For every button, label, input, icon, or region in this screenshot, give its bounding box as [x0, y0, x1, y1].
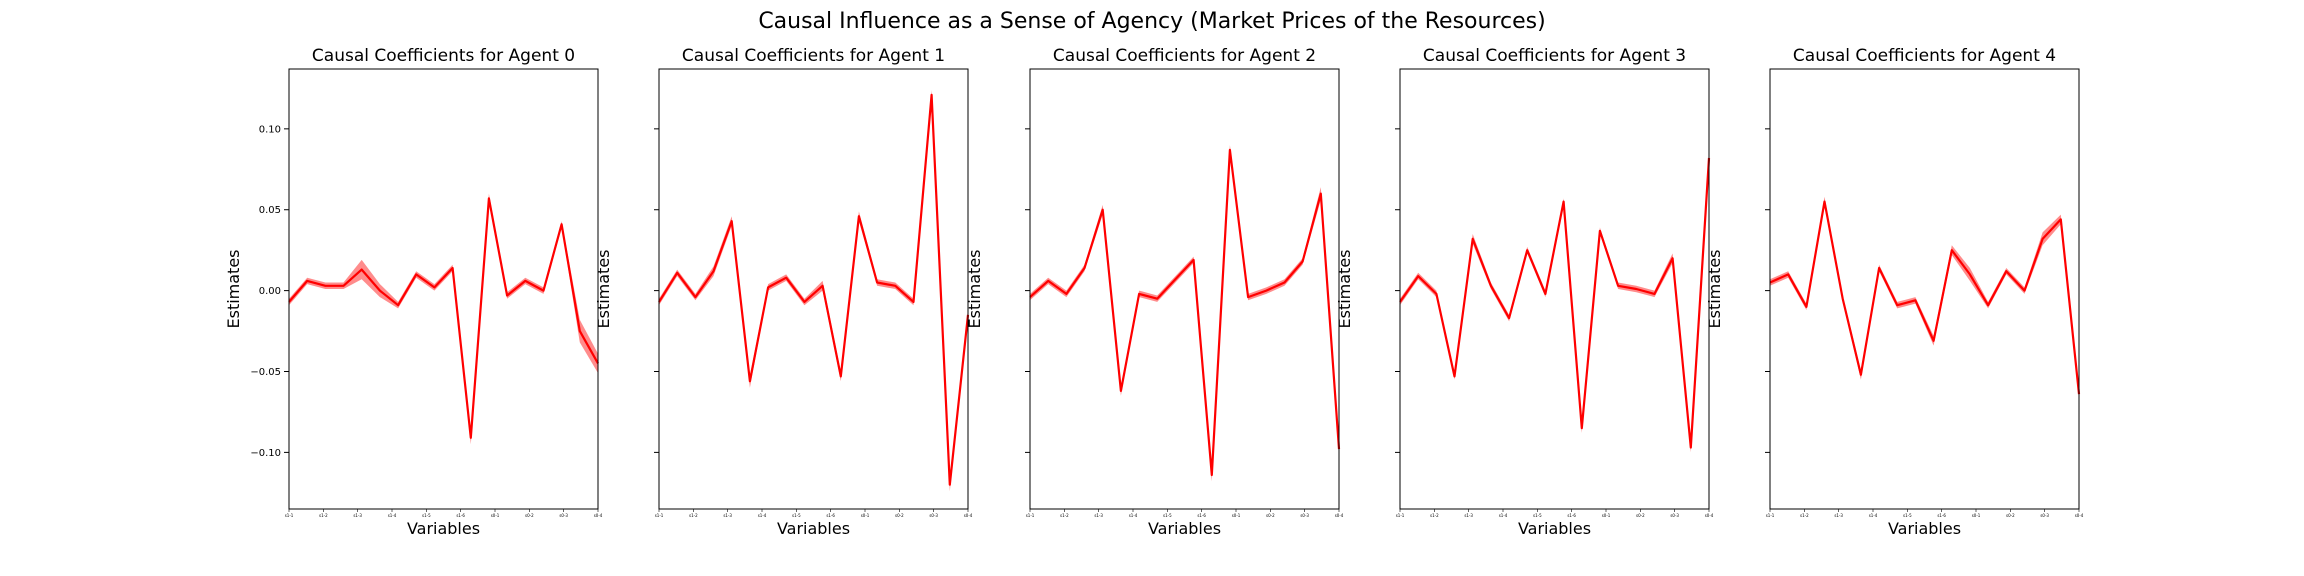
- x-tick-label: s0-4: [1705, 513, 1714, 518]
- x-tick-label: s1-3: [1464, 513, 1473, 518]
- x-tick-label: s0-4: [964, 513, 973, 518]
- axes-frame: [1399, 68, 1710, 510]
- x-axis-label: Variables: [777, 519, 850, 538]
- y-tick-label: 0.10: [259, 124, 281, 135]
- axes-frame: [1029, 68, 1340, 510]
- x-tick-label: s1-5: [792, 513, 801, 518]
- panel-title: Causal Coefficients for Agent 1: [682, 46, 945, 66]
- coefficient-line: [1029, 148, 1341, 477]
- x-tick-label: s1-1: [1766, 513, 1775, 518]
- x-tick-label: s0-3: [2040, 513, 2049, 518]
- x-tick-label: s1-6: [456, 513, 465, 518]
- panel-title: Causal Coefficients for Agent 3: [1423, 46, 1686, 66]
- x-tick-label: s0-2: [895, 513, 904, 518]
- chart-panels: Causal Coefficients for Agent 0 0.10 0.05 0…: [224, 46, 2084, 538]
- x-tick-label: s1-2: [1800, 513, 1809, 518]
- y-tick-label: 0.00: [259, 286, 281, 297]
- x-tick-label: s0-1: [491, 513, 500, 518]
- x-tick-label: s1-5: [1533, 513, 1542, 518]
- x-tick-label: s1-4: [1869, 513, 1878, 518]
- chart-panel-agent-3: Causal Coefficients for Agent 3 s1-1 s1-2 s…: [1335, 46, 1714, 538]
- x-tick-label: s0-1: [1232, 513, 1241, 518]
- x-axis-label: Variables: [1518, 519, 1591, 538]
- y-axis-label: Estimates: [594, 249, 613, 328]
- coefficient-line: [1399, 157, 1711, 449]
- y-axis-label: Estimates: [965, 249, 984, 328]
- axes-frame: [658, 68, 969, 510]
- y-axis-label: Estimates: [1335, 249, 1354, 328]
- x-tick-label: s1-4: [1129, 513, 1138, 518]
- x-tick-label: s0-2: [1266, 513, 1275, 518]
- confidence-band: [289, 193, 598, 445]
- x-tick-label: s0-1: [861, 513, 870, 518]
- chart-panel-agent-4: Causal Coefficients for Agent 4 s1-1 s1-2 s…: [1705, 46, 2084, 538]
- coefficient-line: [658, 93, 970, 486]
- y-tick-label: 0.05: [259, 205, 281, 216]
- x-tick-label: s0-1: [1602, 513, 1611, 518]
- x-tick-label: s1-6: [1197, 513, 1206, 518]
- x-tick-label: s1-6: [1567, 513, 1576, 518]
- x-tick-label: s1-1: [1026, 513, 1035, 518]
- x-tick-label: s0-2: [2006, 513, 2015, 518]
- x-tick-label: s0-2: [1636, 513, 1645, 518]
- x-tick-label: s1-1: [285, 513, 294, 518]
- x-tick-label: s1-3: [353, 513, 362, 518]
- panel-title: Causal Coefficients for Agent 0: [312, 46, 575, 66]
- x-tick-label: s0-4: [2075, 513, 2084, 518]
- panel-title: Causal Coefficients for Agent 4: [1793, 46, 2056, 66]
- x-tick-label: s1-5: [422, 513, 431, 518]
- x-tick-label: s1-1: [1396, 513, 1405, 518]
- x-tick-label: s1-4: [388, 513, 397, 518]
- x-tick-label: s1-2: [319, 513, 328, 518]
- x-tick-label: s1-3: [723, 513, 732, 518]
- y-axis-label: Estimates: [1705, 249, 1724, 328]
- x-tick-label: s1-4: [758, 513, 767, 518]
- confidence-band: [1030, 145, 1339, 482]
- x-tick-label: s0-3: [1300, 513, 1309, 518]
- x-axis-label: Variables: [407, 519, 480, 538]
- chart-panel-agent-0: Causal Coefficients for Agent 0 0.10 0.05 0…: [224, 46, 603, 538]
- x-tick-label: s1-5: [1903, 513, 1912, 518]
- x-axis-label: Variables: [1888, 519, 1961, 538]
- x-tick-label: s0-3: [929, 513, 938, 518]
- x-tick-label: s0-4: [594, 513, 603, 518]
- x-tick-label: s1-3: [1094, 513, 1103, 518]
- x-tick-label: s0-3: [559, 513, 568, 518]
- x-tick-label: s1-2: [1430, 513, 1439, 518]
- axes-frame: [288, 68, 599, 510]
- x-axis-label: Variables: [1148, 519, 1221, 538]
- x-tick-label: s0-2: [525, 513, 534, 518]
- chart-panel-agent-1: Causal Coefficients for Agent 1 s1-1 s1-2 s…: [594, 46, 973, 538]
- x-tick-label: s1-1: [655, 513, 664, 518]
- panel-title: Causal Coefficients for Agent 2: [1053, 46, 1316, 66]
- coefficient-line: [1769, 200, 2081, 395]
- confidence-band: [1770, 196, 2079, 399]
- x-tick-label: s0-4: [1335, 513, 1344, 518]
- x-tick-label: s1-2: [1060, 513, 1069, 518]
- y-tick-label: −0.10: [250, 448, 281, 459]
- coefficient-line: [288, 197, 599, 439]
- x-tick-label: s1-6: [826, 513, 835, 518]
- x-tick-label: s1-2: [689, 513, 698, 518]
- x-tick-label: s0-3: [1670, 513, 1679, 518]
- x-tick-label: s1-3: [1834, 513, 1843, 518]
- y-axis-label: Estimates: [224, 249, 243, 328]
- x-tick-label: s1-4: [1499, 513, 1508, 518]
- figure-title: Causal Influence as a Sense of Agency (M…: [758, 9, 1545, 34]
- x-tick-label: s0-1: [1972, 513, 1981, 518]
- x-tick-label: s1-5: [1163, 513, 1172, 518]
- chart-panel-agent-2: Causal Coefficients for Agent 2 s1-1 s1-2 s…: [965, 46, 1344, 538]
- confidence-band: [1400, 153, 1709, 453]
- y-tick-label: −0.05: [250, 367, 281, 378]
- confidence-band: [659, 90, 968, 492]
- axes-frame: [1769, 68, 2080, 510]
- x-tick-label: s1-6: [1937, 513, 1946, 518]
